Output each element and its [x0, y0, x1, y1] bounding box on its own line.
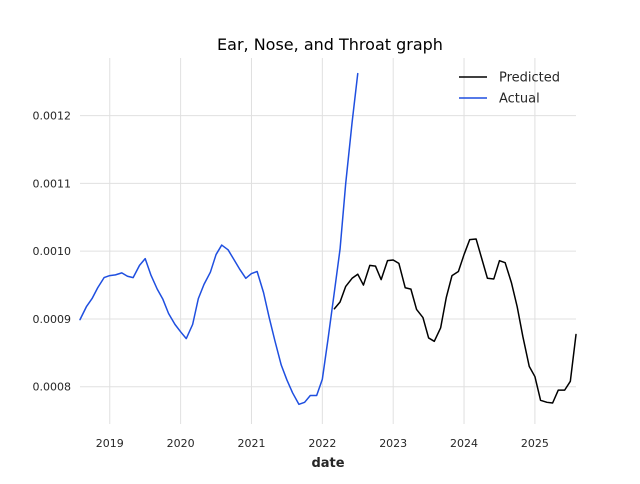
chart-title: Ear, Nose, and Throat graph: [217, 35, 443, 54]
y-tick-label: 0.0010: [33, 245, 72, 258]
y-axis-ticks: 0.0008 0.0009 0.0010 0.0011 0.0012: [33, 110, 72, 394]
x-tick-label: 2024: [450, 437, 478, 450]
legend-label-predicted: Predicted: [499, 71, 560, 86]
x-axis-label: date: [311, 456, 344, 471]
grid-lines: [80, 58, 576, 424]
y-tick-label: 0.0011: [33, 177, 72, 190]
series-line-predicted: [333, 238, 577, 404]
series-lines: [79, 72, 577, 406]
x-tick-label: 2019: [96, 437, 124, 450]
y-tick-label: 0.0008: [33, 381, 72, 394]
series-line-actual: [79, 72, 359, 406]
x-tick-label: 2020: [167, 437, 195, 450]
y-tick-label: 0.0009: [33, 313, 72, 326]
x-tick-label: 2022: [308, 437, 336, 450]
y-tick-label: 0.0012: [33, 110, 72, 123]
x-tick-label: 2021: [237, 437, 265, 450]
x-axis-ticks: 2019 2020 2021 2022 2023 2024 2025: [96, 437, 549, 450]
legend-label-actual: Actual: [499, 92, 540, 107]
legend: Predicted Actual: [459, 71, 560, 107]
x-tick-label: 2023: [379, 437, 407, 450]
x-tick-label: 2025: [521, 437, 549, 450]
